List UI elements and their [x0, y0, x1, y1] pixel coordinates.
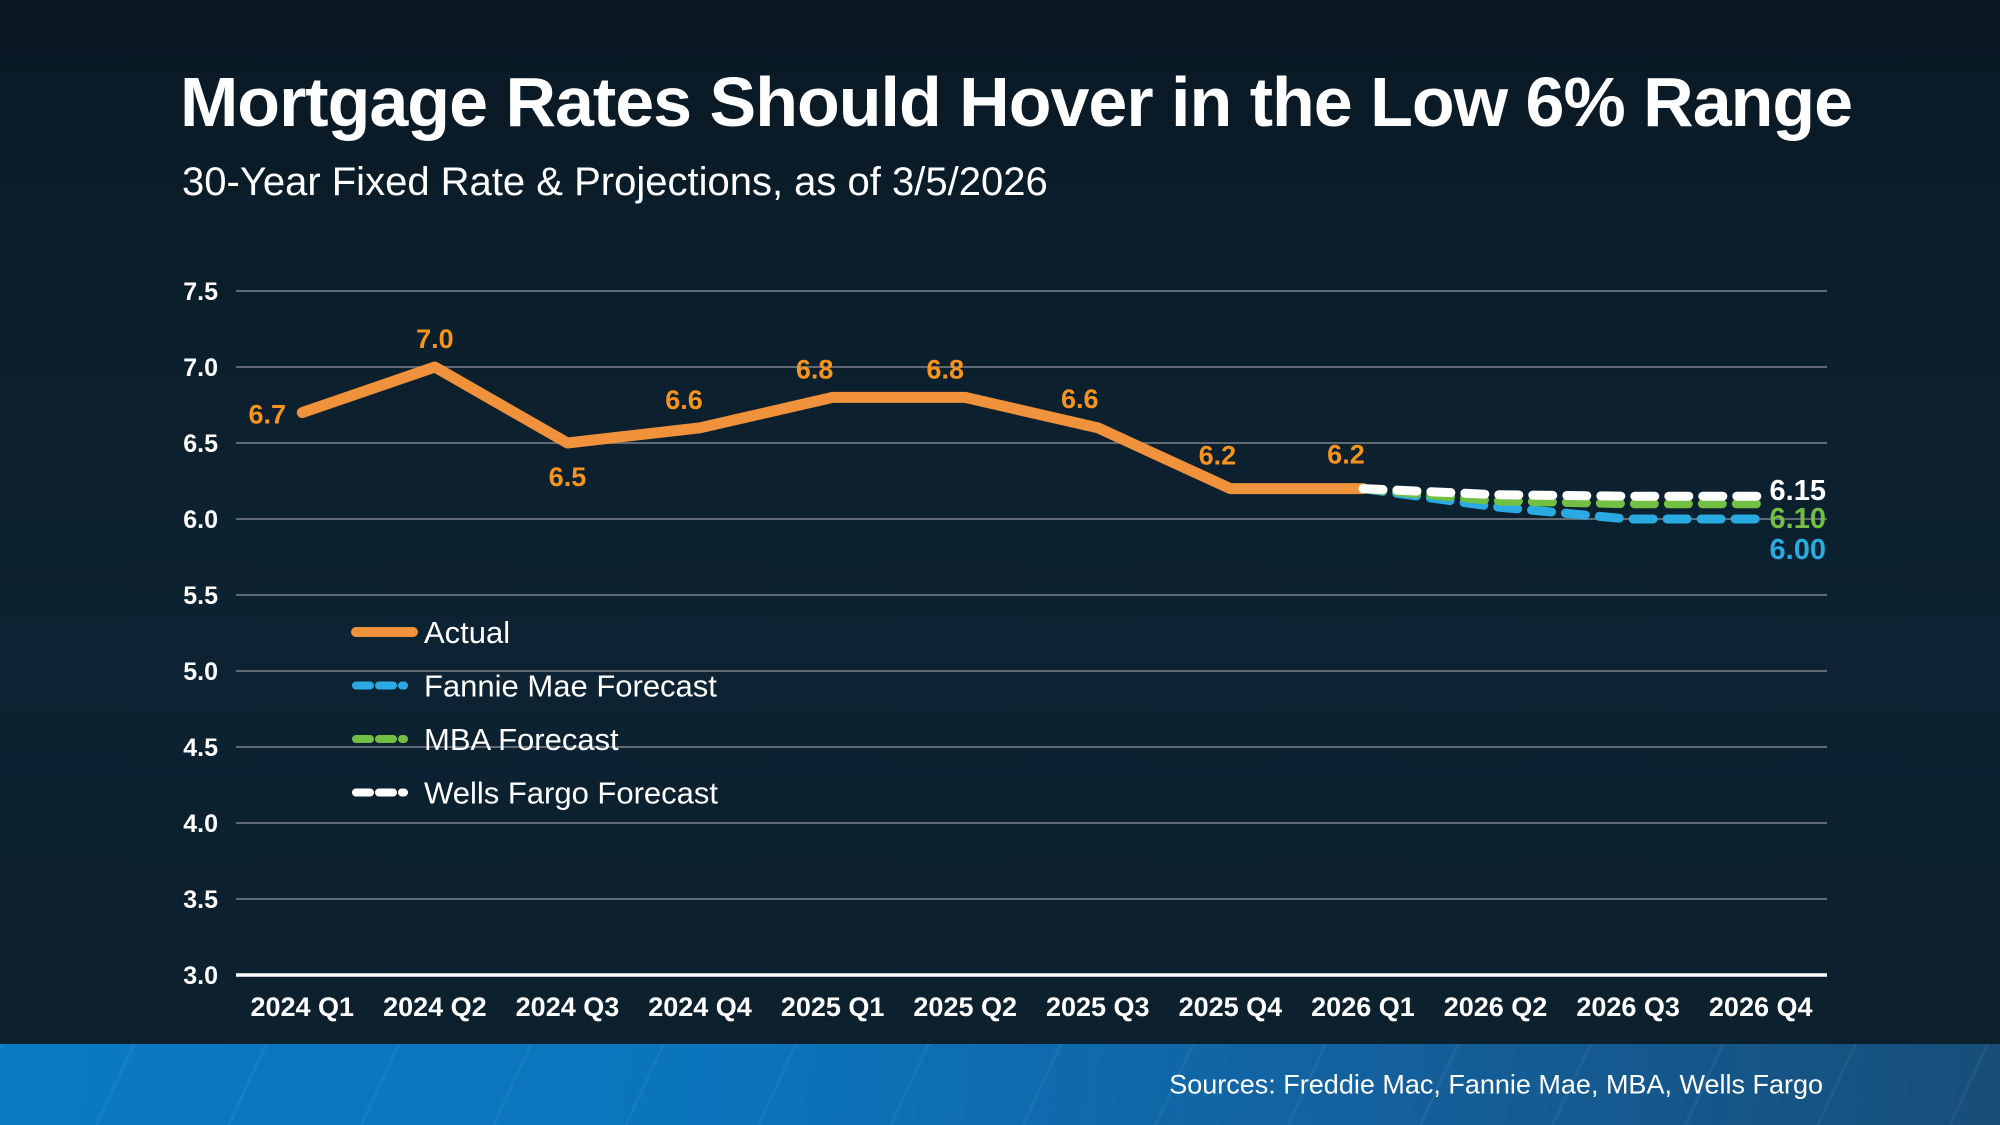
data-label: 6.2: [1199, 441, 1237, 471]
x-tick-label: 2026 Q3: [1576, 992, 1680, 1022]
page-title: Mortgage Rates Should Hover in the Low 6…: [180, 63, 1853, 141]
x-tick-label: 2025 Q2: [913, 992, 1017, 1022]
legend-label: Fannie Mae Forecast: [424, 669, 717, 704]
y-tick-label: 3.0: [183, 962, 218, 990]
x-tick-label: 2026 Q1: [1311, 992, 1415, 1022]
page-subtitle: 30-Year Fixed Rate & Projections, as of …: [182, 160, 1048, 204]
y-tick-label: 5.0: [183, 658, 218, 686]
x-tick-label: 2024 Q1: [250, 992, 354, 1022]
x-tick-label: 2024 Q2: [383, 992, 487, 1022]
x-tick-label: 2026 Q2: [1444, 992, 1548, 1022]
x-tick-label: 2024 Q3: [516, 992, 620, 1022]
data-label: 6.2: [1327, 440, 1365, 470]
data-label: 7.0: [416, 324, 454, 354]
y-tick-label: 7.0: [183, 354, 218, 382]
legend-label: Actual: [424, 615, 510, 650]
x-tick-label: 2025 Q3: [1046, 992, 1150, 1022]
sources-text: Sources: Freddie Mac, Fannie Mae, MBA, W…: [1169, 1069, 1823, 1099]
y-tick-label: 7.5: [183, 278, 218, 306]
y-tick-label: 4.0: [183, 810, 218, 838]
data-label: 6.8: [796, 354, 834, 384]
x-tick-label: 2026 Q4: [1709, 992, 1813, 1022]
series-end-label: 6.15: [1770, 475, 1826, 507]
series-line-wells-fargo-forecast: [1358, 484, 1766, 501]
footer-bar: Sources: Freddie Mac, Fannie Mae, MBA, W…: [0, 1044, 2000, 1125]
data-label: 6.6: [665, 385, 703, 415]
y-tick-label: 5.5: [183, 582, 218, 610]
data-label: 6.7: [249, 400, 287, 430]
x-tick-label: 2025 Q1: [781, 992, 885, 1022]
x-tick-label: 2025 Q4: [1179, 992, 1283, 1022]
y-tick-label: 6.5: [183, 430, 218, 458]
y-tick-label: 3.5: [183, 886, 218, 914]
data-label: 6.5: [549, 462, 587, 492]
data-label: 6.6: [1061, 384, 1099, 414]
series-line-actual: [296, 361, 1369, 495]
data-label: 6.8: [926, 354, 964, 384]
y-tick-label: 6.0: [183, 506, 218, 534]
x-tick-label: 2024 Q4: [648, 992, 752, 1022]
series-end-label: 6.00: [1770, 534, 1826, 566]
series-end-label: 6.10: [1770, 503, 1826, 535]
legend-label: MBA Forecast: [424, 722, 619, 757]
legend-label: Wells Fargo Forecast: [424, 776, 718, 811]
y-tick-label: 4.5: [183, 734, 218, 762]
